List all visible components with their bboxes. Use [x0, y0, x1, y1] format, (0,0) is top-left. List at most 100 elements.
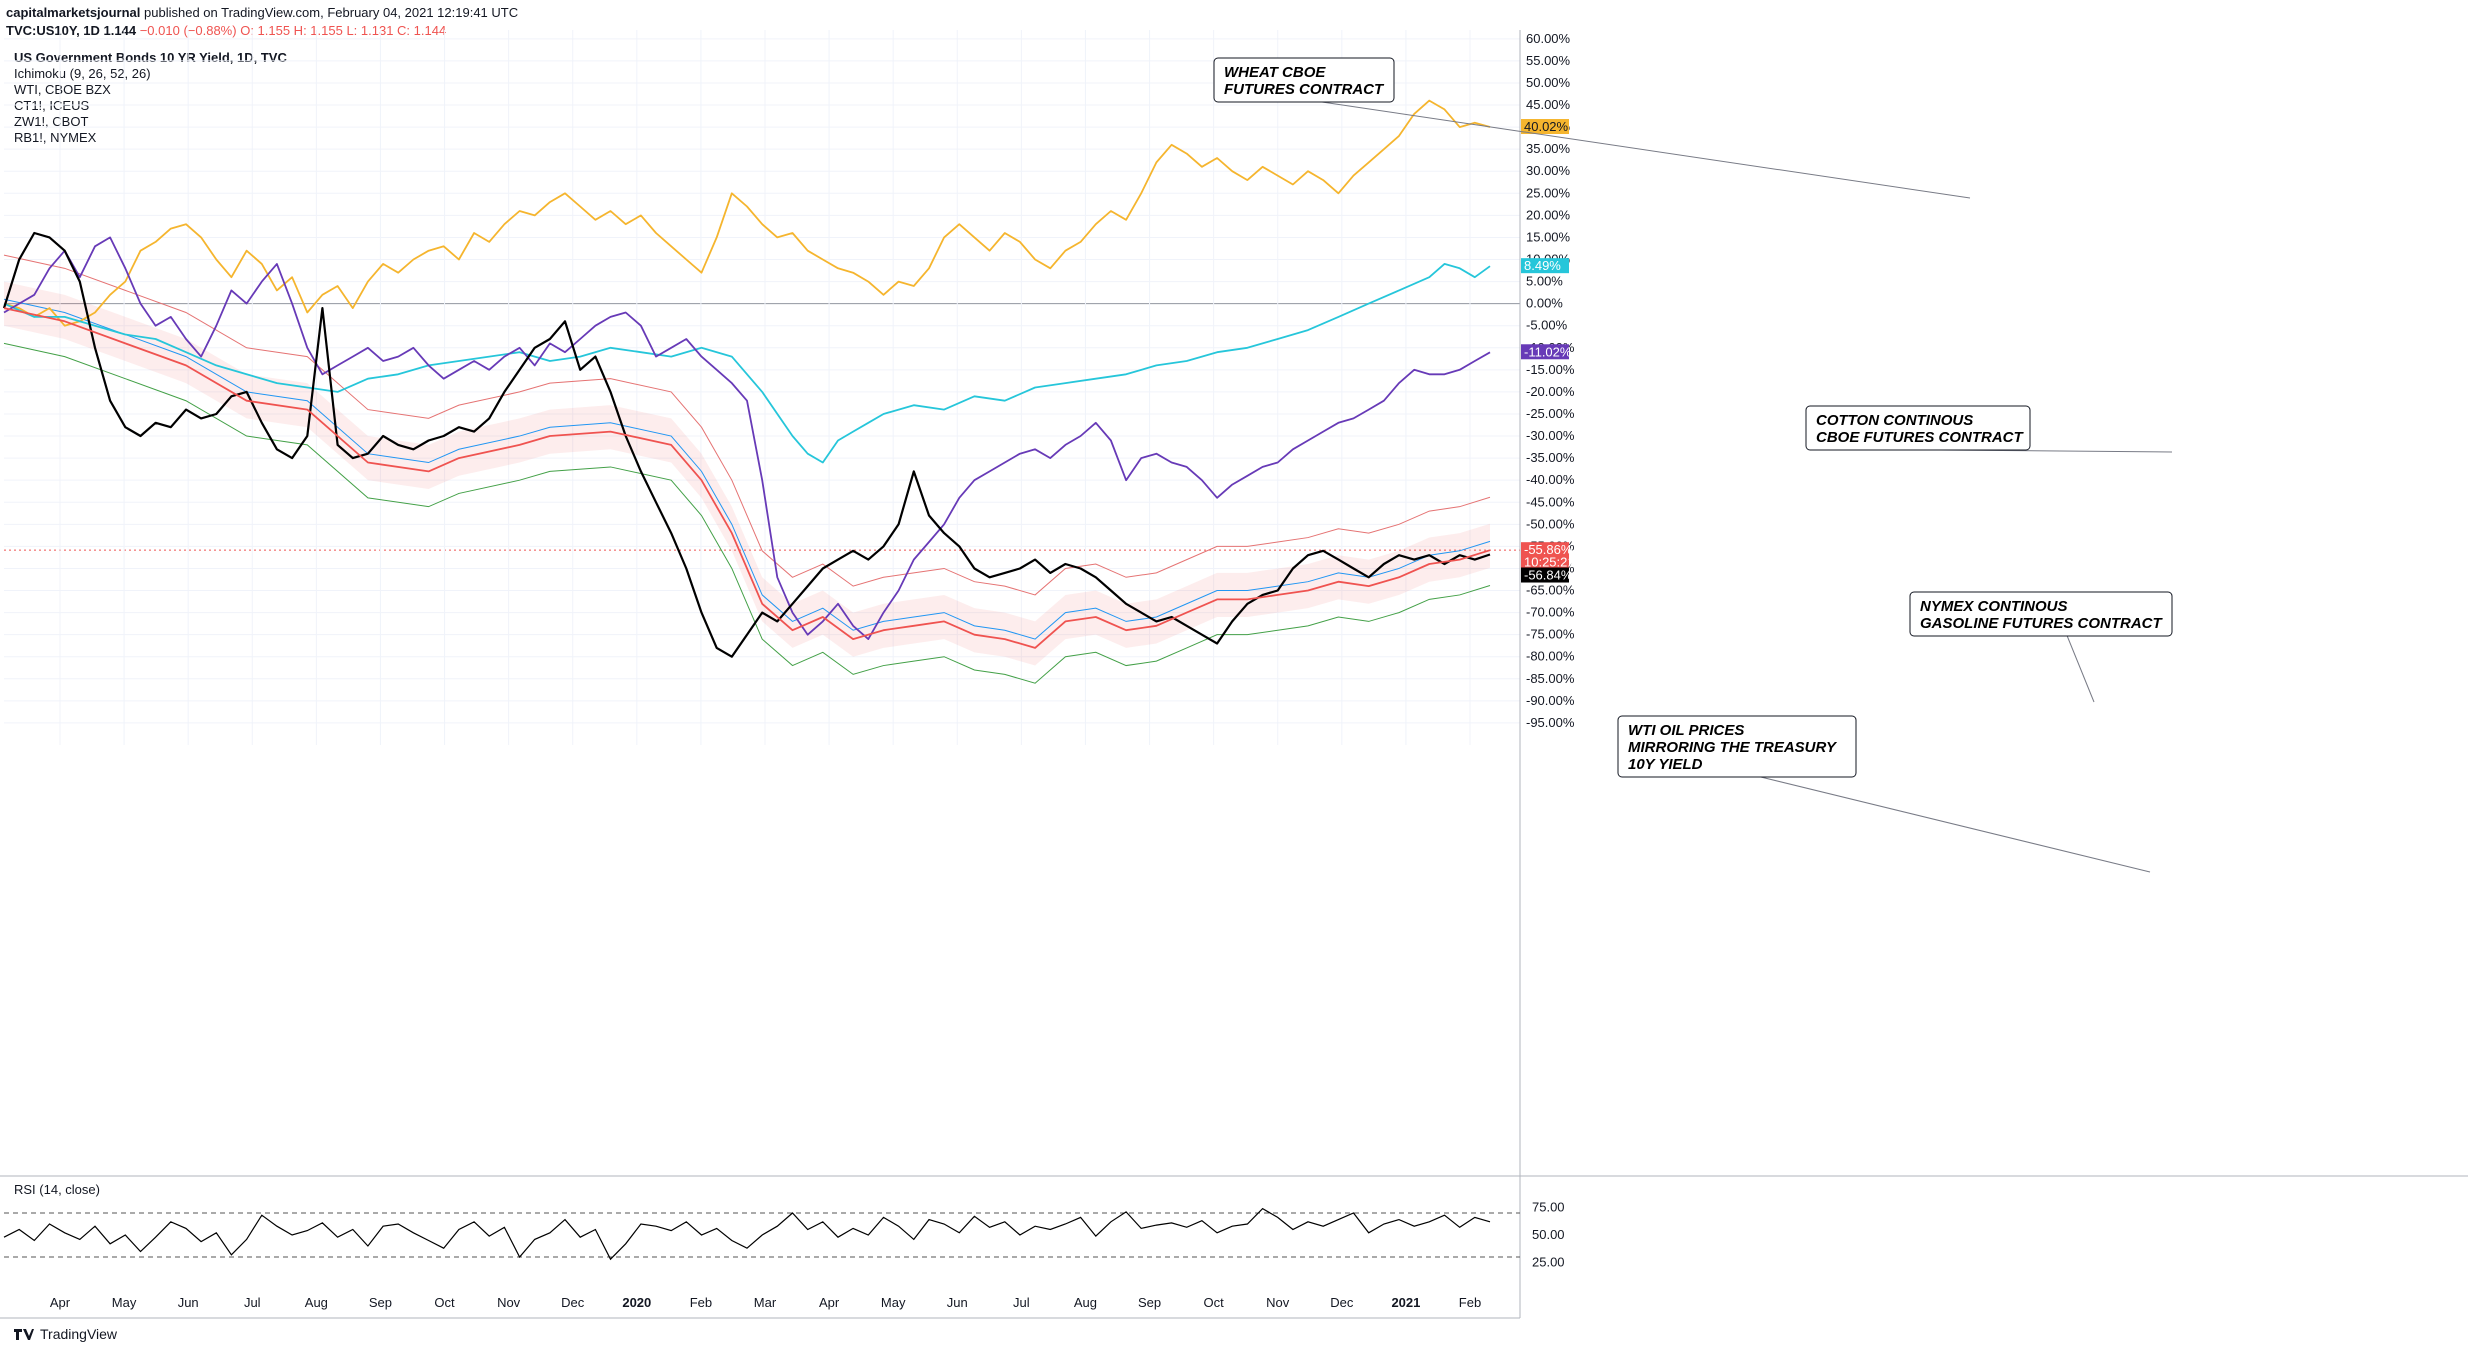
- x-tick-label: Dec: [1330, 1295, 1354, 1310]
- x-tick-label: Aug: [305, 1295, 328, 1310]
- y-tick-label: -85.00%: [1526, 671, 1575, 686]
- y-tick-label: -15.00%: [1526, 362, 1575, 377]
- y-tick-label: -75.00%: [1526, 627, 1575, 642]
- ichimoku-lagging-line: [3, 342, 1491, 684]
- note-pointer-nymex: [2066, 635, 2095, 703]
- value-badge-label: -56.84%: [1524, 568, 1573, 583]
- x-tick-label: Apr: [50, 1295, 71, 1310]
- ichimoku-base-line: [3, 254, 1491, 596]
- rsi-line: [3, 1207, 1491, 1261]
- legend-item-ichimoku[interactable]: Ichimoku (9, 26, 52, 26): [14, 66, 151, 81]
- x-tick-label: Oct: [1204, 1295, 1225, 1310]
- x-tick-label: Nov: [497, 1295, 521, 1310]
- series-line-0: [3, 99, 1491, 327]
- x-tick-label: Nov: [1266, 1295, 1290, 1310]
- note-pointer-wheat: [1321, 101, 1971, 199]
- value-badge: [1521, 119, 1569, 135]
- x-tick-label: Mar: [754, 1295, 777, 1310]
- y-tick-label: -35.00%: [1526, 450, 1575, 465]
- note-text-wti: MIRRORING THE TREASURY: [1628, 739, 1838, 756]
- ichimoku-cloud: [3, 254, 1491, 684]
- x-tick-label: Jul: [1013, 1295, 1030, 1310]
- y-tick-label: -40.00%: [1526, 472, 1575, 487]
- note-text-cotton: CBOE FUTURES CONTRACT: [1816, 429, 2024, 446]
- y-tick-label: 15.00%: [1526, 229, 1571, 244]
- x-tick-label: Jul: [244, 1295, 261, 1310]
- x-axis: Apr May Jun Jul Aug Sep Oct Nov Dec 2020 Feb Mar Apr…: [0, 1295, 1520, 1319]
- value-badge-label: 40.02%: [1524, 119, 1569, 134]
- symbol: TVC:US10Y, 1D: [6, 23, 100, 38]
- y-tick-label: -5.00%: [1526, 318, 1568, 333]
- note-text-wheat: FUTURES CONTRACT: [1224, 81, 1385, 98]
- x-tick-label: Aug: [1074, 1295, 1097, 1310]
- note-text-wheat: WHEAT CBOE: [1224, 64, 1326, 81]
- note-box-nymex: [1909, 591, 2173, 637]
- x-tick-label: Feb: [1459, 1295, 1481, 1310]
- x-tick-label: Oct: [434, 1295, 455, 1310]
- y-tick-label: 50.00%: [1526, 75, 1571, 90]
- y-tick-label: 0.00%: [1526, 296, 1563, 311]
- value-badge: [1521, 258, 1569, 274]
- y-tick-label: 25.00%: [1526, 185, 1571, 200]
- note-text-cotton: COTTON CONTINOUS: [1816, 412, 1973, 429]
- note-pointer-wti: [1760, 776, 2151, 873]
- note-text-nymex: GASOLINE FUTURES CONTRACT: [1920, 615, 2164, 632]
- cloud-area: [4, 281, 1490, 666]
- x-tick-label: May: [112, 1295, 137, 1310]
- last-value-badges: 40.02% 8.49% -11.02% -55.86%10:25:21-56.84%: [1521, 119, 1575, 583]
- y-tick-label: -25.00%: [1526, 406, 1575, 421]
- value-badge: [1521, 567, 1569, 583]
- x-tick-label: May: [881, 1295, 906, 1310]
- x-tick-label: Dec: [561, 1295, 585, 1310]
- y-tick-label: 60.00%: [1526, 31, 1571, 46]
- y-tick-label: 30.00%: [1526, 163, 1571, 178]
- x-tick-label: Jun: [947, 1295, 968, 1310]
- legend-item-wti[interactable]: WTI, CBOE BZX: [14, 82, 111, 97]
- y-tick-label: 55.00%: [1526, 53, 1571, 68]
- note-text-wti: WTI OIL PRICES: [1628, 722, 1744, 739]
- y-tick-label: 5.00%: [1526, 274, 1563, 289]
- note-text-wti: 10Y YIELD: [1628, 756, 1703, 773]
- rsi-panel: 25.00 50.00 75.00 RSI (14, close): [0, 1175, 2468, 1270]
- value-badge-label: 8.49%: [1524, 258, 1561, 273]
- value-badge: [1521, 542, 1569, 558]
- y-tick-label: -20.00%: [1526, 384, 1575, 399]
- legend-item-wheat[interactable]: ZW1!, CBOT: [14, 114, 89, 129]
- note-box-cotton: [1805, 405, 2031, 451]
- y-tick-label: 35.00%: [1526, 141, 1571, 156]
- x-tick-label: Sep: [1138, 1295, 1161, 1310]
- tradingview-footer[interactable]: TradingView: [14, 1326, 117, 1342]
- series-layer: [2, 99, 1491, 658]
- series-line-3: [2, 231, 1491, 658]
- series-line-1: [3, 263, 1491, 464]
- last-price: 1.144: [103, 23, 137, 38]
- series-line-2: [3, 236, 1491, 640]
- y-tick-label: -80.00%: [1526, 649, 1575, 664]
- y-axis: 60.00%55.00%50.00%45.00%40.00%35.00%30.0…: [1519, 30, 1575, 1318]
- x-tick-label: Apr: [819, 1295, 840, 1310]
- x-tick-label: Sep: [369, 1295, 392, 1310]
- value-badge: [1521, 344, 1569, 360]
- y-tick-label: -70.00%: [1526, 605, 1575, 620]
- y-tick-label: -95.00%: [1526, 715, 1575, 730]
- ichimoku-conversion-line: [3, 298, 1491, 640]
- note-box-wheat: [1213, 57, 1395, 103]
- y-tick-label: -65.00%: [1526, 583, 1575, 598]
- rsi-label: RSI (14, close): [14, 1182, 100, 1197]
- y-tick-label: -45.00%: [1526, 494, 1575, 509]
- legend-item-gasoline[interactable]: RB1!, NYMEX: [14, 130, 97, 145]
- value-badge-label: -55.86%: [1524, 542, 1573, 557]
- value-badge: [1521, 554, 1569, 570]
- y-tick-label: -90.00%: [1526, 693, 1575, 708]
- y-tick-label: -30.00%: [1526, 428, 1575, 443]
- x-tick-label: Jun: [178, 1295, 199, 1310]
- rsi-tick-label: 50.00: [1532, 1227, 1565, 1242]
- note-text-nymex: NYMEX CONTINOUS: [1920, 598, 2068, 615]
- value-badge-label: -11.02%: [1524, 344, 1572, 359]
- author: capitalmarketsjournal: [6, 5, 141, 20]
- rsi-tick-label: 75.00: [1532, 1200, 1565, 1215]
- x-tick-label: 2021: [1391, 1295, 1420, 1310]
- value-badge-label: 10:25:21: [1524, 554, 1575, 569]
